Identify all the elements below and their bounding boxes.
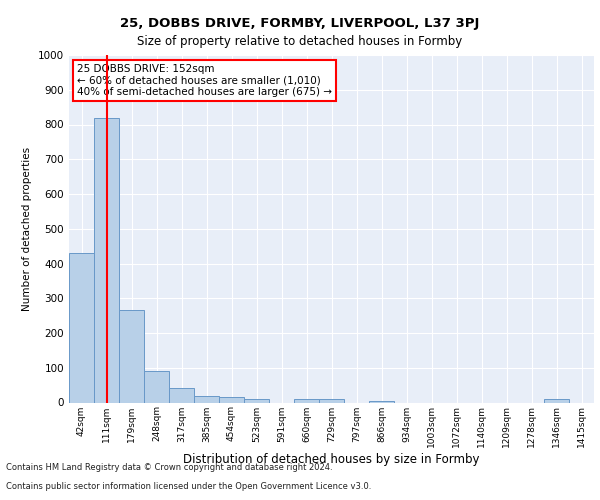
Bar — [69, 253, 94, 402]
Bar — [369, 401, 394, 402]
Bar — [169, 388, 194, 402]
Bar — [294, 399, 319, 402]
Y-axis label: Number of detached properties: Number of detached properties — [22, 146, 32, 311]
Text: Size of property relative to detached houses in Formby: Size of property relative to detached ho… — [137, 35, 463, 48]
Bar — [219, 398, 244, 402]
Bar — [319, 399, 344, 402]
Bar — [94, 118, 119, 403]
Bar — [244, 399, 269, 402]
Text: Contains HM Land Registry data © Crown copyright and database right 2024.: Contains HM Land Registry data © Crown c… — [6, 464, 332, 472]
Text: 25, DOBBS DRIVE, FORMBY, LIVERPOOL, L37 3PJ: 25, DOBBS DRIVE, FORMBY, LIVERPOOL, L37 … — [121, 18, 479, 30]
Bar — [194, 396, 219, 402]
Bar — [144, 371, 169, 402]
Text: Contains public sector information licensed under the Open Government Licence v3: Contains public sector information licen… — [6, 482, 371, 491]
X-axis label: Distribution of detached houses by size in Formby: Distribution of detached houses by size … — [183, 453, 480, 466]
Bar — [544, 399, 569, 402]
Text: 25 DOBBS DRIVE: 152sqm
← 60% of detached houses are smaller (1,010)
40% of semi-: 25 DOBBS DRIVE: 152sqm ← 60% of detached… — [77, 64, 332, 97]
Bar — [119, 310, 144, 402]
